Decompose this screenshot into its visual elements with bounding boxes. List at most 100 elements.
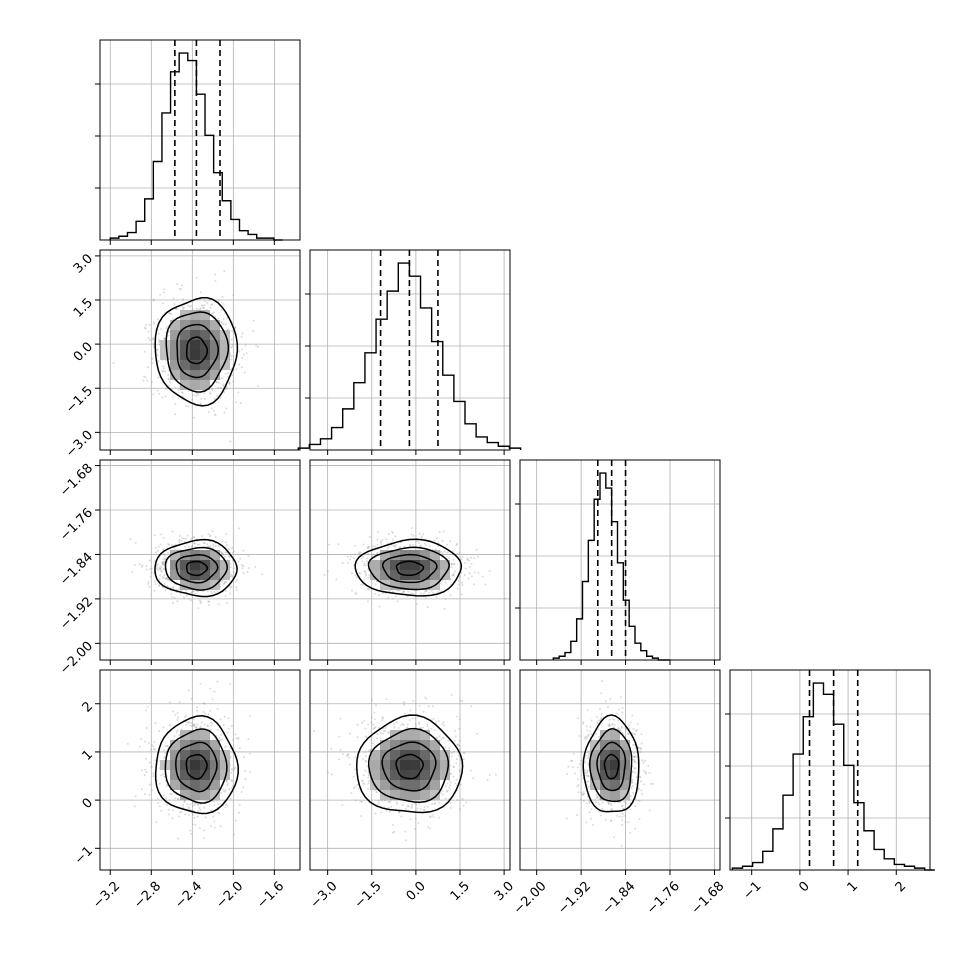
scatter-point <box>580 791 583 794</box>
scatter-point <box>427 728 430 731</box>
scatter-point <box>392 722 395 725</box>
scatter-point <box>380 543 383 546</box>
scatter-point <box>209 392 212 395</box>
scatter-point <box>621 812 624 815</box>
scatter-point <box>370 553 373 556</box>
scatter-point <box>375 791 378 794</box>
scatter-point <box>461 797 464 800</box>
scatter-point <box>232 738 235 741</box>
scatter-point <box>151 744 154 747</box>
scatter-point <box>426 723 429 726</box>
scatter-point <box>209 391 212 394</box>
scatter-point <box>422 710 425 713</box>
scatter-point <box>403 590 406 593</box>
scatter-point <box>403 701 406 704</box>
scatter-point <box>446 789 449 792</box>
density-cell <box>390 750 400 760</box>
scatter-point <box>418 532 421 535</box>
scatter-point <box>595 715 598 718</box>
density-cell <box>390 550 400 560</box>
scatter-point <box>624 727 627 730</box>
scatter-point <box>409 818 412 821</box>
scatter-point <box>632 758 635 761</box>
scatter-point <box>617 728 620 731</box>
scatter-point <box>195 392 198 395</box>
scatter-point <box>203 300 206 303</box>
scatter-point <box>434 729 437 732</box>
scatter-point <box>157 798 160 801</box>
scatter-point <box>583 737 586 740</box>
scatter-point <box>375 552 378 555</box>
scatter-point <box>338 735 341 738</box>
scatter-point <box>585 821 588 824</box>
scatter-point <box>155 821 158 824</box>
scatter-point <box>138 563 141 566</box>
density-cell <box>380 760 390 770</box>
scatter-point <box>454 735 457 738</box>
scatter-point <box>224 551 227 554</box>
scatter-point <box>418 704 421 707</box>
scatter-point <box>609 697 612 700</box>
scatter-point <box>391 831 394 834</box>
scatter-point <box>372 723 375 726</box>
scatter-point <box>198 543 201 546</box>
scatter-point <box>374 725 377 728</box>
scatter-point <box>154 582 157 585</box>
scatter-point <box>414 817 417 820</box>
scatter-point <box>391 532 394 535</box>
scatter-point <box>361 757 364 760</box>
scatter-point <box>217 381 220 384</box>
scatter-point <box>577 778 580 781</box>
density-cell <box>440 750 450 760</box>
scatter-point <box>162 563 165 566</box>
scatter-point <box>418 721 421 724</box>
scatter-point <box>366 600 369 603</box>
scatter-point <box>398 546 401 549</box>
scatter-point <box>151 361 154 364</box>
scatter-point <box>166 334 169 337</box>
scatter-point <box>148 324 151 327</box>
scatter-point <box>457 744 460 747</box>
scatter-point <box>423 808 426 811</box>
scatter-points <box>126 680 252 840</box>
scatter-point <box>327 771 330 774</box>
scatter-point <box>174 402 177 405</box>
density-cell <box>620 770 630 780</box>
scatter-point <box>211 722 214 725</box>
scatter-point <box>151 789 154 792</box>
scatter-point <box>455 544 458 547</box>
scatter-point <box>156 549 159 552</box>
scatter-point <box>154 759 157 762</box>
density-cell <box>170 360 180 370</box>
density-cell <box>590 760 600 770</box>
scatter-point <box>610 723 613 726</box>
scatter-point <box>150 748 153 751</box>
scatter-point <box>634 761 637 764</box>
scatter-point <box>229 683 232 686</box>
scatter-point <box>144 757 147 760</box>
scatter-point <box>201 535 204 538</box>
contour-line <box>603 753 620 780</box>
scatter-point <box>594 732 597 735</box>
scatter-point <box>472 583 475 586</box>
scatter-point <box>350 589 353 592</box>
scatter-point <box>484 583 487 586</box>
scatter-point <box>183 540 186 543</box>
scatter-point <box>638 800 641 803</box>
scatter-point <box>173 735 176 738</box>
density-cell <box>210 570 220 580</box>
scatter-point <box>586 757 589 760</box>
scatter-point <box>636 762 639 765</box>
scatter-point <box>164 577 167 580</box>
scatter-point <box>216 680 219 683</box>
density-cell <box>380 740 390 750</box>
scatter-point <box>383 806 386 809</box>
scatter-point <box>182 806 185 809</box>
scatter-point <box>206 725 209 728</box>
scatter-point <box>473 557 476 560</box>
scatter-point <box>227 727 230 730</box>
scatter-point <box>425 697 428 700</box>
scatter-point <box>181 395 184 398</box>
density-cell <box>180 570 190 580</box>
scatter-point <box>404 712 407 715</box>
